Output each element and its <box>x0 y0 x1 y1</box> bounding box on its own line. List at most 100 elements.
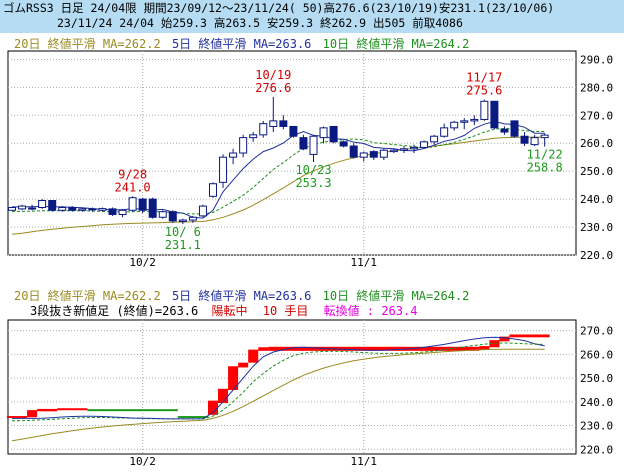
p2-status-prefix: 3段抜き新値足 (終値)=263.6 <box>30 303 198 318</box>
candle-body <box>209 183 217 197</box>
newprice-brick <box>177 416 208 419</box>
candle-body <box>440 127 449 137</box>
p2-ma5-line <box>12 336 545 420</box>
p1-ma10-line <box>12 127 545 215</box>
p1-ma20-line <box>11 136 545 235</box>
candle-body <box>520 135 529 144</box>
candle-body <box>118 209 127 215</box>
candle-body <box>108 208 117 215</box>
candle-body <box>188 216 197 221</box>
header-line2: 23/11/24 24/04 始259.3 高263.5 安259.3 終262… <box>57 16 463 30</box>
p1-xtick-label: 10/2 <box>129 256 156 269</box>
p2-legend-ma20: 20日 終値平滑 MA=262.2 <box>14 288 161 303</box>
candle-body <box>359 152 368 158</box>
candle-body <box>138 198 147 211</box>
candle-body <box>98 208 107 211</box>
candle-body <box>329 125 338 143</box>
ann-high-1017-date: 11/17 <box>466 71 502 85</box>
candle-body <box>8 206 16 211</box>
candle-body <box>229 152 238 158</box>
candle-body <box>530 137 539 146</box>
p1-ma5-line <box>12 120 545 219</box>
candle-body <box>349 145 358 158</box>
candle-body <box>289 125 298 137</box>
p1-ytick-label: 220.0 <box>580 249 613 262</box>
candle-body <box>148 198 157 218</box>
newprice-brick <box>228 366 239 390</box>
p2-xtick-label: 10/2 <box>129 455 156 468</box>
p2-ytick-label: 270.0 <box>580 325 613 338</box>
newprice-brick <box>87 409 178 412</box>
candle-body <box>309 135 318 155</box>
p1-legend-ma10: 10日 終値平滑 MA=264.2 <box>323 36 470 51</box>
candle-body <box>510 120 519 137</box>
candle-body <box>68 206 77 211</box>
candle-body <box>500 128 509 133</box>
p1-ytick-label: 240.0 <box>580 193 613 206</box>
ann-low-1023-value: 253.3 <box>295 176 331 190</box>
p1-ytick-label: 270.0 <box>580 109 613 122</box>
newprice-brick <box>499 336 510 342</box>
p2-ytick-label: 240.0 <box>580 396 613 409</box>
p1-xtick-label: 11/1 <box>351 256 378 269</box>
ann-high-1019-date: 10/19 <box>255 68 291 82</box>
candle-body <box>48 200 57 211</box>
ann-high-1019-value: 276.6 <box>255 81 291 95</box>
ann-low-1006-value: 231.1 <box>165 238 201 252</box>
newprice-brick <box>248 349 259 363</box>
candle-body <box>259 123 268 136</box>
p1-ytick-label: 250.0 <box>580 165 613 178</box>
candle-body <box>28 207 37 210</box>
candle-body <box>279 120 288 127</box>
p2-xtick-label: 11/1 <box>351 455 378 468</box>
candle-body <box>339 141 348 147</box>
candle-body <box>450 121 459 129</box>
newprice-brick <box>27 410 38 418</box>
candle-body <box>249 134 258 139</box>
candle-body <box>269 120 278 127</box>
p1-ytick-label: 230.0 <box>580 221 613 234</box>
candle-body <box>168 211 177 222</box>
panel2-frame <box>7 319 577 455</box>
ann-high-0928-date: 9/28 <box>118 167 147 181</box>
ann-low-1122-date: 11/22 <box>527 148 563 162</box>
candle-body <box>198 205 207 217</box>
p1-legend-ma5: 5日 終値平滑 MA=263.6 <box>172 36 311 51</box>
svg-text:20日 終値平滑 MA=262.2 5日 終値平: 20日 終値平滑 MA=262.2 5日 終値平滑 MA=263.6 10日 終… <box>14 288 469 303</box>
newprice-brick <box>489 340 500 348</box>
candle-body <box>158 211 167 218</box>
candle-body <box>490 100 499 129</box>
newprice-brick <box>6 416 28 419</box>
newprice-brick <box>238 362 249 368</box>
newprice-brick <box>509 334 550 338</box>
header-line1: ゴムRSS3 日足 24/04限 期間23/09/12～23/11/24( 50… <box>3 1 555 15</box>
p1-ytick-label: 280.0 <box>580 81 613 94</box>
candle-body <box>389 149 398 153</box>
candle-body <box>410 146 418 150</box>
p2-ma10-line <box>11 342 545 422</box>
p2-legend-ma5: 5日 終値平滑 MA=263.6 <box>172 288 311 303</box>
candle-body <box>239 137 248 154</box>
newprice-brick <box>268 346 480 351</box>
newprice-brick <box>207 400 219 415</box>
candle-body <box>18 205 27 210</box>
p2-ma20-line <box>11 348 545 442</box>
p2-status-turn: 陽転中 <box>211 303 247 318</box>
candle-body <box>369 151 378 158</box>
p2-ytick-label: 230.0 <box>580 420 613 433</box>
newprice-brick <box>218 388 229 404</box>
candle-body <box>420 141 429 148</box>
ann-high-1017-value: 275.6 <box>466 84 502 98</box>
candle-body <box>78 208 87 211</box>
candle-body <box>58 206 67 211</box>
p2-status-count: 10 手目 <box>263 304 309 318</box>
candle-body <box>38 200 47 208</box>
p2-ytick-label: 220.0 <box>580 443 613 456</box>
newprice-brick <box>479 346 490 350</box>
p2-ytick-label: 260.0 <box>580 348 613 361</box>
p1-ytick-label: 260.0 <box>580 137 613 150</box>
p1-legend-ma20: 20日 終値平滑 MA=262.2 <box>14 36 161 51</box>
p2-status-turn-value: 転換値 : 263.4 <box>324 303 418 318</box>
candle-body <box>299 137 308 150</box>
